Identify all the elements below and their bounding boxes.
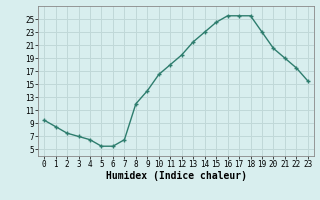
X-axis label: Humidex (Indice chaleur): Humidex (Indice chaleur): [106, 171, 246, 181]
